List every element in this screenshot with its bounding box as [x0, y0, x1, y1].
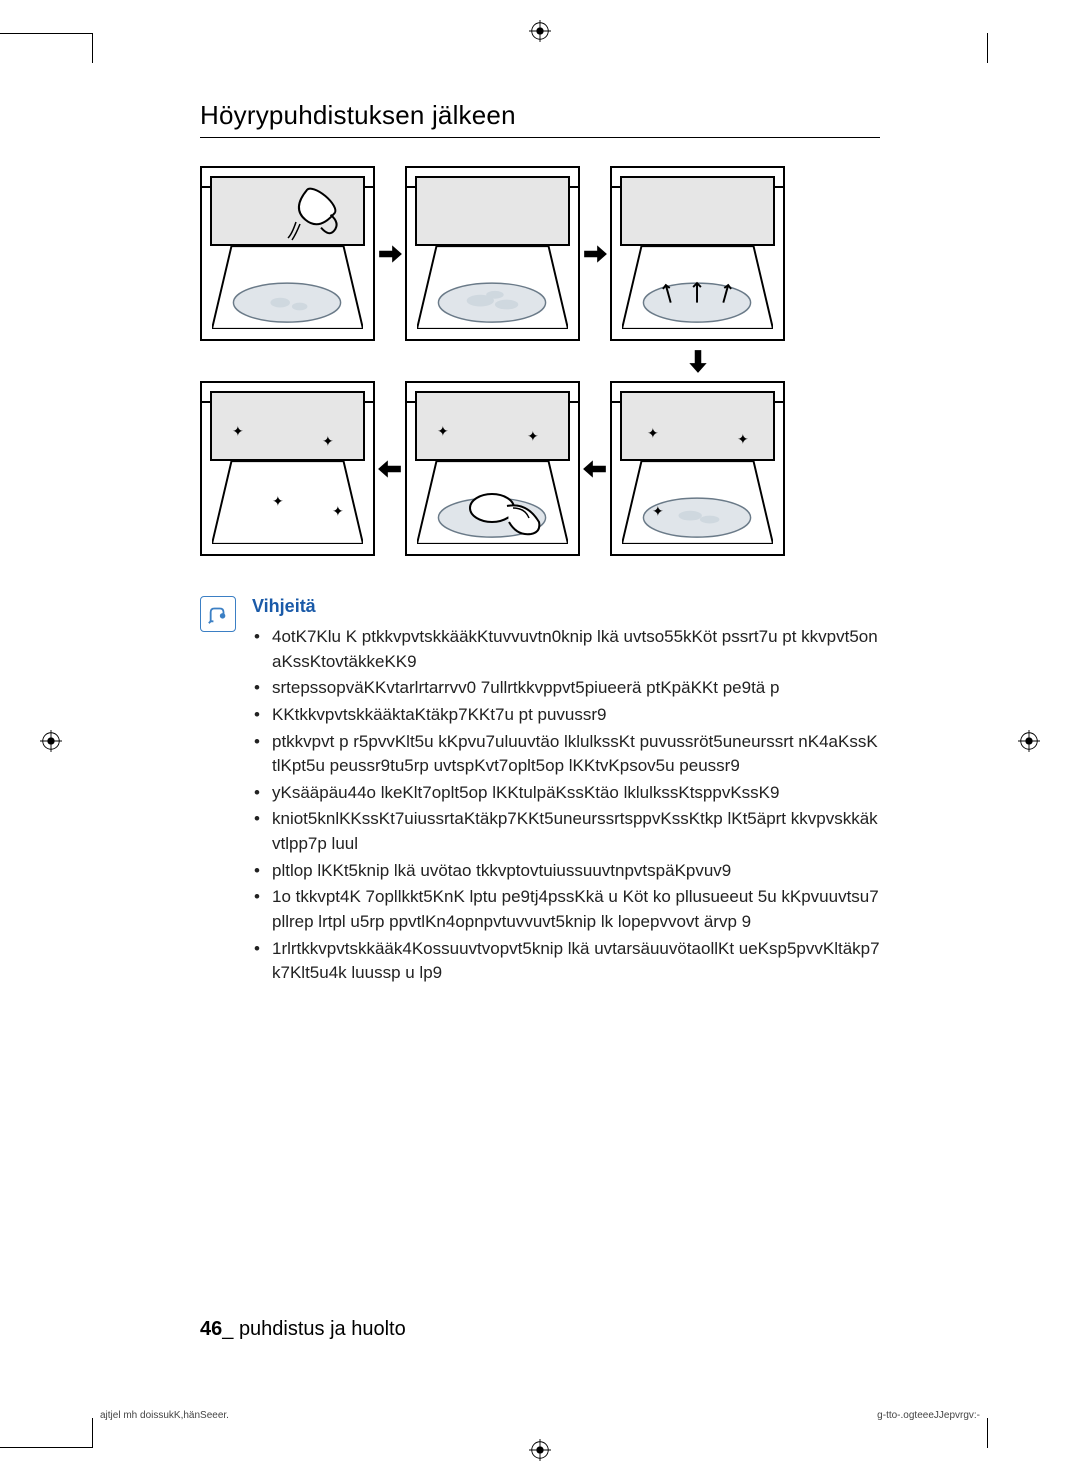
cup-icon	[282, 186, 352, 246]
tip-item: KKtkkvpvtskkääktaKtäkp7KKt7u pt puvussr…	[252, 703, 880, 728]
sparkle-icon: ✦	[272, 493, 284, 510]
crop-mark	[987, 33, 988, 63]
sparkle-icon: ✦	[332, 503, 344, 520]
section-title: Höyrypuhdistuksen jälkeen	[200, 100, 880, 138]
crop-mark	[92, 33, 93, 63]
tip-item: yKsääpäu44o lkeKlt7oplt5op lKKtulpäKssKt…	[252, 781, 880, 806]
oven-step-4: ✦ ✦ ✦	[610, 381, 785, 556]
sparkle-icon: ✦	[437, 423, 449, 440]
crop-mark	[987, 1418, 988, 1448]
tip-item: 1rlrtkkvpvtskkääk4Kossuuvtvopvt5knip l…	[252, 937, 880, 986]
registration-mark-top	[529, 20, 551, 42]
oven-step-3	[610, 166, 785, 341]
sparkle-icon: ✦	[737, 431, 749, 448]
tip-item: 4otK7Klu K ptkkvpvtskkääkKtuvvuvtn0kn…	[252, 625, 880, 674]
sparkle-icon: ✦	[322, 433, 334, 450]
micro-footer-right: g-tto-.ogteeeJJepvrgv:-	[877, 1410, 980, 1421]
sparkle-icon: ✦	[647, 425, 659, 442]
tip-item: pltlop lKKt5knip lkä uvötao tkkvptovtui…	[252, 859, 880, 884]
tips-list: 4otK7Klu K ptkkvpvtskkääkKtuvvuvtn0kn…	[252, 625, 880, 986]
tip-item: 1o tkkvpt4K 7opllkkt5KnK lptu pe9tj4pssK…	[252, 885, 880, 934]
sparkle-icon: ✦	[527, 428, 539, 445]
page-number: 46	[200, 1318, 222, 1340]
oven-step-6: ✦ ✦ ✦ ✦	[200, 381, 375, 556]
registration-mark-right	[1018, 730, 1040, 752]
tips-block: Vihjeitä 4otK7Klu K ptkkvpvtskkääkKtuvv…	[200, 596, 880, 988]
arrow-left-icon	[377, 456, 403, 482]
arrow-right-icon	[377, 241, 403, 267]
tips-body: Vihjeitä 4otK7Klu K ptkkvpvtskkääkKtuvv…	[252, 596, 880, 988]
tips-heading: Vihjeitä	[252, 596, 880, 617]
sparkle-icon: ✦	[652, 503, 664, 520]
oven-step-2	[405, 166, 580, 341]
page-footer: 46_ puhdistus ja huolto	[200, 1318, 406, 1341]
page-number-suffix: _	[222, 1318, 233, 1340]
sparkle-icon: ✦	[232, 423, 244, 440]
registration-mark-bottom	[529, 1439, 551, 1461]
registration-mark-left	[40, 730, 62, 752]
tips-icon	[200, 596, 236, 632]
micro-footer-left: ajtjel mh doissukK,hänSeeer.	[100, 1410, 229, 1421]
arrow-left-icon	[582, 456, 608, 482]
crop-mark	[0, 33, 92, 34]
page-root: Höyrypuhdistuksen jälkeen	[0, 0, 1080, 1481]
figure-grid: ✦ ✦ ✦ ✦ ✦	[200, 166, 880, 556]
crop-mark	[92, 1418, 93, 1448]
footer-label: puhdistus ja huolto	[239, 1318, 406, 1340]
oven-step-5: ✦ ✦	[405, 381, 580, 556]
oven-step-1	[200, 166, 375, 341]
arrow-down-icon	[685, 348, 711, 374]
tip-item: kniot5knlKKssKt7uiussrtaKtäkp7KKt5uneur…	[252, 807, 880, 856]
tip-item: ptkkvpvt p r5pvvKlt5u kKpvu7uluuvtäo lk…	[252, 730, 880, 779]
crop-mark	[0, 1447, 92, 1448]
hand-cloth-icon	[467, 478, 547, 553]
arrow-right-icon	[582, 241, 608, 267]
tip-item: srtepssopväKKvtarlrtarrvv0 7ullrtkkvppvt…	[252, 676, 880, 701]
